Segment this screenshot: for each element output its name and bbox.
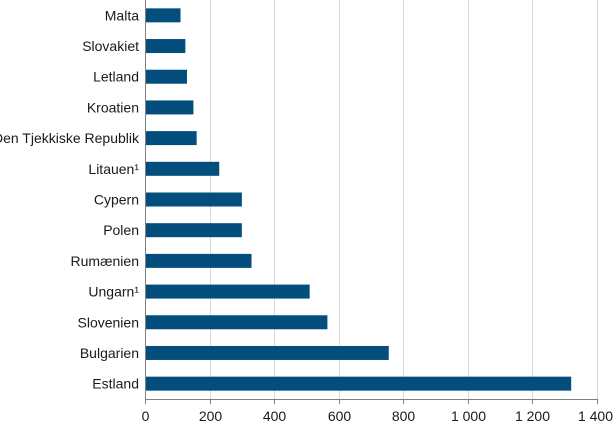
category-label: Cypern	[94, 192, 139, 208]
bars	[145, 8, 572, 391]
category-label: Estland	[92, 376, 139, 392]
category-label: Slovakiet	[82, 38, 139, 54]
category-label: Kroatien	[87, 99, 139, 115]
category-label: Litauen¹	[88, 161, 139, 177]
x-tick-label: 1 200	[515, 408, 550, 424]
category-label: Den Tjekkiske Republik	[0, 130, 140, 146]
bar	[145, 376, 572, 391]
x-tick-label: 1 000	[451, 408, 486, 424]
category-label: Slovenien	[78, 314, 140, 330]
category-label: Polen	[103, 222, 139, 238]
bar	[145, 284, 310, 299]
bar	[145, 8, 181, 23]
bar	[145, 161, 220, 176]
category-label: Ungarn¹	[88, 284, 139, 300]
x-tick-label: 400	[263, 408, 287, 424]
bar	[145, 315, 328, 330]
bar	[145, 69, 187, 84]
category-label: Rumænien	[71, 253, 139, 269]
bar	[145, 253, 252, 268]
bar	[145, 100, 194, 115]
x-tick-label: 800	[392, 408, 416, 424]
x-tick-label: 600	[328, 408, 352, 424]
grid-lines	[210, 0, 598, 399]
x-tick-label: 1 400	[578, 408, 613, 424]
category-label: Malta	[105, 7, 139, 23]
x-axis: 0 200 400 600 800 1 000 1 200 1 400	[142, 0, 613, 424]
bar	[145, 39, 186, 54]
category-labels: Malta Slovakiet Letland Kroatien Den Tjekkis…	[0, 7, 140, 391]
bar	[145, 345, 389, 360]
x-tick-label: 200	[199, 408, 223, 424]
category-label: Bulgarien	[80, 345, 139, 361]
bar	[145, 223, 242, 238]
x-tick-label: 0	[142, 408, 150, 424]
bar	[145, 192, 242, 207]
category-label: Letland	[93, 69, 139, 85]
bar	[145, 131, 197, 146]
